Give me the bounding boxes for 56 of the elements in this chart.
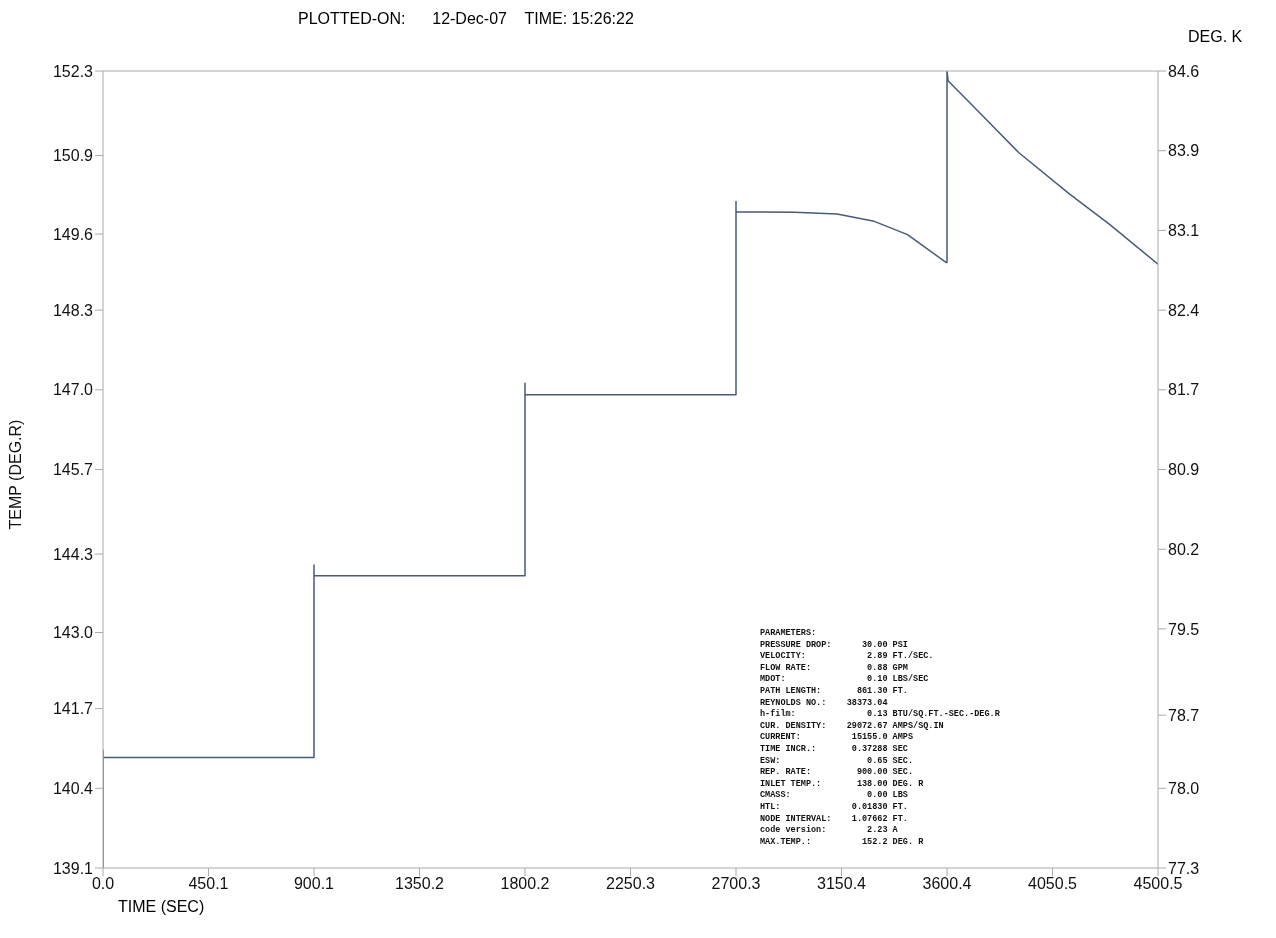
y2-tick-label: 77.3 xyxy=(1168,859,1200,877)
annotation: VELOCITY: 2.89 FT./SEC. xyxy=(760,651,935,663)
y-tick-label: 141.7 xyxy=(52,700,94,718)
x-tick-label: 450.1 xyxy=(188,875,229,893)
x-tick-label: 4050.5 xyxy=(1028,875,1078,893)
x-tick-label: 3600.4 xyxy=(922,875,972,893)
annotation: NODE INTERVAL: 1.07662 FT. xyxy=(760,813,909,825)
y-tick-label: 139.1 xyxy=(52,859,94,877)
y2-tick-label: 80.9 xyxy=(1168,461,1200,479)
y2-tick-label: 80.2 xyxy=(1168,540,1200,558)
x-tick-label: 4500.5 xyxy=(1133,875,1183,893)
annotation: CMASS: 0.00 LBS xyxy=(760,790,909,802)
y2-tick-label: 79.5 xyxy=(1168,620,1200,638)
annotation: REP. RATE: 900.00 SEC. xyxy=(760,767,915,779)
annotation: CURRENT: 15155.0 AMPS xyxy=(760,732,915,744)
y2-tick-label: 78.0 xyxy=(1168,779,1200,797)
y-tick-label: 152.3 xyxy=(52,62,94,80)
annotation: TIME INCR.: 0.37288 SEC xyxy=(760,743,909,756)
y-tick-label: 144.3 xyxy=(52,545,94,563)
x-tick-label: 0.0 xyxy=(91,875,115,893)
y-tick-label: 150.9 xyxy=(52,147,94,165)
x-tick-label: 1350.2 xyxy=(395,875,445,893)
chart-title: PLOTTED-ON: 12-Dec-07 TIME: 15:26:22 xyxy=(298,10,634,28)
x-tick-label: 2250.3 xyxy=(606,875,656,893)
y2-tick-label: 83.1 xyxy=(1168,222,1200,240)
annotation: ESW: 0.65 SEC. xyxy=(760,755,915,768)
annotation: MAX.TEMP.: 152.2 DEG. R xyxy=(760,836,925,849)
annotation: REYNOLDS NO.: 38373.04 xyxy=(760,697,889,709)
y-tick-label: 149.6 xyxy=(52,225,94,243)
annotation: code version: 2.23 A xyxy=(760,825,899,837)
y2-tick-label: 83.9 xyxy=(1168,142,1200,160)
y-tick-label: 148.3 xyxy=(52,301,94,319)
y-tick-label: 147.0 xyxy=(52,381,94,399)
x-axis-title: TIME (SEC) xyxy=(118,898,205,916)
y2-tick-label: 78.7 xyxy=(1168,706,1200,724)
y2-axis-title: DEG. K xyxy=(1188,28,1243,46)
annotation: PRESSURE DROP: 30.00 PSI xyxy=(760,639,909,651)
y-tick-label: 143.0 xyxy=(52,624,94,642)
y-tick-label: 140.4 xyxy=(52,779,94,797)
y-tick-label: 145.7 xyxy=(52,461,94,479)
annotation: h-film: 0.13 BTU/SQ.FT.-SEC.-DEG.R xyxy=(760,709,1000,721)
y2-tick-label: 82.4 xyxy=(1168,301,1200,319)
x-tick-label: 3150.4 xyxy=(817,875,867,893)
x-tick-label: 2700.3 xyxy=(711,875,761,893)
y-axis-title: TEMP (DEG.R) xyxy=(6,419,24,530)
y2-tick-label: 84.6 xyxy=(1168,62,1200,80)
annotation: INLET TEMP.: 138.00 DEG. R xyxy=(760,778,925,791)
annotation: PATH LENGTH: 861.30 FT. xyxy=(760,685,909,698)
annotation: CUR. DENSITY: 29072.67 AMPS/SQ.IN xyxy=(760,720,945,733)
annotation: MDOT: 0.10 LBS/SEC xyxy=(760,674,930,686)
y2-tick-label: 81.7 xyxy=(1168,381,1200,399)
annotation: FLOW RATE: 0.88 GPM xyxy=(760,662,909,674)
x-tick-label: 1800.2 xyxy=(500,875,550,893)
annotation: HTL: 0.01830 FT. xyxy=(760,801,909,814)
x-tick-label: 900.1 xyxy=(293,875,335,893)
annotation: PARAMETERS: xyxy=(760,628,818,640)
